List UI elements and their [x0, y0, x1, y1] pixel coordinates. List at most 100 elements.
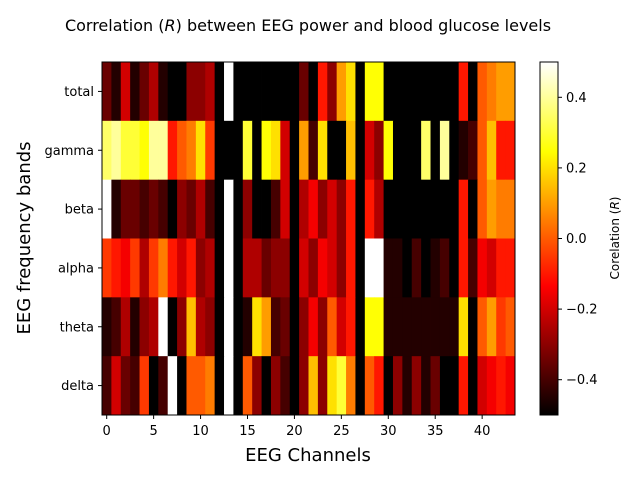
heatmap-cell [383, 62, 394, 122]
heatmap-cell [374, 356, 384, 416]
heatmap-cell [177, 297, 187, 357]
heatmap-cell [411, 238, 422, 298]
heatmap-cell [383, 238, 394, 298]
heatmap-cell [402, 238, 413, 298]
heatmap-cell [242, 297, 253, 357]
heatmap-cell [270, 297, 281, 357]
heatmap-cell [496, 356, 507, 416]
heatmap-cell [111, 120, 122, 181]
heatmap-cell [468, 120, 478, 181]
heatmap-cell [430, 238, 441, 298]
heatmap-cell [411, 120, 422, 181]
heatmap-cell [355, 238, 366, 298]
heatmap-cell [458, 120, 469, 181]
heatmap-cell [383, 179, 394, 239]
heatmap-cell [120, 179, 131, 239]
heatmap-cell [430, 62, 441, 122]
colorbar [539, 61, 559, 416]
heatmap-cell [289, 120, 300, 181]
heatmap-cell [327, 179, 338, 239]
heatmap-cell [505, 238, 516, 298]
heatmap-cell [411, 356, 422, 416]
heatmap-cell [392, 238, 403, 298]
heatmap-cell [102, 297, 112, 357]
x-tick-label: 10 [192, 424, 209, 439]
heatmap-cell [392, 356, 403, 416]
heatmap-cell [242, 356, 253, 416]
colorbar-ticks: −0.4 −0.2 0.0 0.2 0.4 [558, 91, 598, 388]
heatmap-cell [186, 238, 197, 298]
heatmap-cell [468, 297, 478, 357]
heatmap-cell [102, 120, 112, 181]
heatmap-cell [205, 62, 216, 122]
heatmap-cell [167, 179, 178, 239]
colorbar-label: Corelation (R) [608, 197, 622, 280]
heatmap-cell [270, 120, 281, 181]
heatmap-cell [261, 179, 272, 239]
heatmap-cell [439, 356, 450, 416]
heatmap-cell [383, 120, 394, 181]
heatmap-cell [242, 179, 253, 239]
heatmap-cell [346, 179, 356, 239]
heatmap-cell [486, 120, 497, 181]
x-tick-label: 35 [427, 424, 444, 439]
heatmap-cell [402, 297, 413, 357]
heatmap-cell [130, 62, 140, 122]
heatmap-cell [336, 120, 347, 181]
heatmap-cell [411, 62, 422, 122]
heatmap-cell [317, 356, 328, 416]
heatmap-cell [130, 120, 140, 181]
x-tick-label: 5 [149, 424, 157, 439]
x-tick-label: 0 [103, 424, 111, 439]
heatmap-cell [186, 356, 197, 416]
heatmap-cell [449, 356, 460, 416]
heatmap-cell [102, 356, 112, 416]
heatmap-cell [327, 238, 338, 298]
heatmap-cell [270, 238, 281, 298]
heatmap-cell [439, 297, 450, 357]
heatmap-cell [364, 120, 375, 181]
heatmap-cell [505, 356, 516, 416]
x-tick-label: 15 [239, 424, 256, 439]
heatmap-cell [158, 179, 169, 239]
heatmap-cell [214, 62, 225, 122]
colorbar-tick-label: −0.2 [566, 303, 598, 318]
heatmap-cell [346, 120, 356, 181]
heatmap-cell [327, 62, 338, 122]
heatmap-cell [242, 238, 253, 298]
heatmap-cell [158, 62, 169, 122]
heatmap-cell [505, 62, 516, 122]
heatmap-cell [224, 297, 234, 357]
heatmap-cell [148, 179, 159, 239]
heatmap-cell [120, 297, 131, 357]
heatmap-cell [195, 356, 206, 416]
heatmap-cell [458, 356, 469, 416]
heatmap-cell [186, 120, 197, 181]
y-tick-label: alpha [58, 261, 94, 276]
heatmap-cell [364, 356, 375, 416]
heatmap-cell [158, 238, 169, 298]
heatmap-cell [392, 297, 403, 357]
heatmap-cell [374, 62, 384, 122]
heatmap-cell [139, 62, 150, 122]
heatmap-cell [195, 238, 206, 298]
heatmap-cell [505, 179, 516, 239]
heatmap-cell [364, 297, 375, 357]
heatmap-cell [308, 179, 319, 239]
heatmap-cell [148, 356, 159, 416]
heatmap-cell [496, 62, 507, 122]
y-axis-ticks: total gamma beta alpha theta delta [44, 85, 102, 394]
heatmap-cell [102, 179, 112, 239]
heatmap-cell [317, 238, 328, 298]
heatmap-cell [505, 120, 516, 181]
heatmap-cell [392, 120, 403, 181]
heatmap-cell [477, 62, 488, 122]
heatmap-cell [355, 179, 366, 239]
heatmap-cell [355, 356, 366, 416]
heatmap-cell [261, 297, 272, 357]
heatmap-cell [195, 120, 206, 181]
heatmap-cell [336, 297, 347, 357]
heatmap-cell [148, 120, 159, 181]
y-tick-label: theta [60, 320, 94, 335]
